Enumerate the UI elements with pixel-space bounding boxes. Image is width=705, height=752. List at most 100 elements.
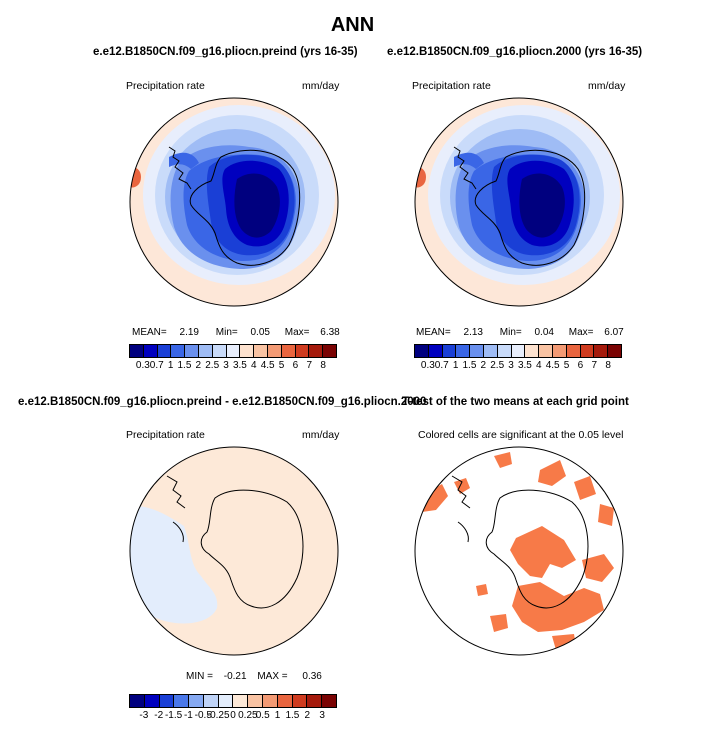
panel-tr-colorbar-swatch [539,345,553,357]
panel-bl-colorbar-swatch [159,695,175,707]
panel-bl-colorbar-tick-label: -0.25 [206,710,230,721]
panel-tl-colorbar-swatch [226,345,241,357]
panel-tr-min-label: Min= [499,327,522,338]
panel-tr-colorbar-tick-label: 3 [508,360,514,371]
panel-bl-colorbar-tick-label: -0.5 [194,710,212,721]
panel-br-subtitle: Colored cells are significant at the 0.0… [418,429,624,441]
panel-tl-min-label: Min= [215,327,238,338]
panel-bl-colorbar-swatch [322,695,336,707]
panel-tr-colorbar-swatch [497,345,512,357]
panel-tl-colorbar-swatch [240,345,255,357]
panel-tr-colorbar-tick-label: 2.5 [490,360,505,371]
panel-tl-colorbar-tick-label: 2 [195,360,202,371]
panel-tr-colorbar-swatch [608,345,621,357]
panel-tr-colorbar-tick-label: 1.5 [462,360,477,371]
panel-tr-variable-label: Precipitation rate [412,80,491,92]
panel-bl-max-label: MAX = [257,671,288,682]
panel-bl-colorbar-swatch [263,695,278,707]
panel-tl-colorbar-swatch [281,345,296,357]
panel-tl-colorbar [129,344,337,358]
panel-br-title: T-test of the two means at each grid poi… [402,396,629,408]
panel-br-map [414,446,624,656]
panel-tr-title: e.e12.B1850CN.f09_g16.pliocn.2000 (yrs 1… [387,46,643,58]
panel-bl-colorbar-tick-label: 0.5 [255,710,270,721]
panel-tl-max-value: 6.38 [320,327,340,338]
panel-bl-min-value: -0.21 [223,671,247,682]
panel-tr-colorbar-tick-label: 6 [577,360,584,371]
panel-bl-units-label: mm/day [302,429,340,441]
panel-bl-colorbar-tick-label: 1.5 [285,710,300,721]
panel-bl-colorbar-swatch [144,695,160,707]
panel-bl-colorbar-tick-label: 0 [230,710,236,721]
panel-tr-mean-label: MEAN= [416,327,451,338]
panel-bl-colorbar-tick-label: 3 [319,710,325,721]
panel-tl-variable-label: Precipitation rate [126,80,205,92]
panel-tl-colorbar-tick-label: 7 [306,360,313,371]
panel-tl-colorbar-swatch [254,345,268,357]
panel-tr-max-value: 6.07 [604,327,624,338]
panel-tr-colorbar-tick-label: 1 [452,360,459,371]
panel-bl-colorbar-swatch [174,695,190,707]
panel-tl-mean-value: 2.19 [179,327,199,338]
panel-bl-colorbar-tick-label: -2 [154,710,164,721]
panel-tr-colorbar-tick-label: 8 [605,360,611,371]
panel-tl-colorbar-tick-label: 6 [292,360,299,371]
panel-tl-max-label: Max= [284,327,310,338]
panel-tl-colorbar-tick-label: 3.5 [232,360,247,371]
panel-tr-colorbar-tick-label: 4.5 [545,360,560,371]
panel-bl-colorbar-swatch [248,695,264,707]
panel-tl-colorbar-tick-label: 4.5 [260,360,275,371]
panel-bl-colorbar-tick-label: -1.5 [164,710,183,721]
panel-tr-colorbar-swatch [566,345,581,357]
panel-tl-colorbar-tick-label: 0.3 [135,360,150,371]
panel-tl-colorbar-tick-label: 1.5 [177,360,192,371]
panel-tl-units-label: mm/day [302,80,340,92]
panel-tr-colorbar-swatch [483,345,498,357]
panel-tl-map [129,97,339,307]
panel-tr-map [414,97,624,307]
panel-tl-min-value: 0.05 [250,327,270,338]
panel-bl-variable-label: Precipitation rate [126,429,205,441]
panel-tl-colorbar-swatch [198,345,213,357]
panel-tl-colorbar-tick-label: 3 [223,360,229,371]
panel-tl-colorbar-swatch [130,345,144,357]
panel-tr-colorbar-tick-label: 3.5 [517,360,532,371]
panel-bl-max-value: 0.36 [302,671,322,682]
panel-tl-colorbar-tick-label: 5 [278,360,285,371]
panel-bl-colorbar [129,694,337,708]
panel-bl-colorbar-swatch [233,695,249,707]
panel-tr-colorbar-swatch [442,345,457,357]
panel-tl-colorbar-swatch [309,345,324,357]
panel-tl-colorbar-tick-label: 2.5 [205,360,220,371]
panel-tr-min-value: 0.04 [534,327,554,338]
panel-tr-colorbar-tick-label: 4 [536,360,542,371]
panel-tr-colorbar-swatch [470,345,484,357]
panel-tr-colorbar-tick-label: 0.3 [420,360,435,371]
panel-tr-colorbar-tick-label: 5 [563,360,570,371]
panel-tl-colorbar-swatch [212,345,227,357]
panel-bl-colorbar-tick-label: -1 [183,710,193,721]
panel-bl-colorbar-swatch [277,695,293,707]
panel-tr-units-label: mm/day [588,80,626,92]
panel-bl-colorbar-tick-label: 0.25 [238,710,258,721]
panel-tl-colorbar-swatch [171,345,186,357]
panel-tr-colorbar-tick-label: 2 [480,360,487,371]
panel-tl-colorbar-swatch [295,345,310,357]
panel-bl-colorbar-tick-label: 2 [304,710,311,721]
panel-tr-colorbar-tick-label: 0.7 [434,360,449,371]
panel-tr-colorbar-swatch [552,345,567,357]
panel-tl-colorbar-tick-label: 4 [251,360,257,371]
panel-tl-colorbar-swatch [185,345,199,357]
panel-tr-colorbar-swatch [525,345,540,357]
panel-bl-min-label: MIN = [186,671,213,682]
panel-tl-colorbar-tick-label: 1 [167,360,174,371]
panel-tr-colorbar-swatch [428,345,443,357]
panel-tr-colorbar-swatch [580,345,595,357]
panel-bl-colorbar-tick-label: 1 [274,710,281,721]
panel-bl-colorbar-swatch [218,695,234,707]
panel-tr-colorbar-swatch [594,345,609,357]
panel-tr-colorbar [414,344,622,358]
panel-bl-colorbar-swatch [130,695,145,707]
panel-bl-title: e.e12.B1850CN.f09_g16.pliocn.preind - e.… [18,396,427,408]
panel-tr-max-label: Max= [568,327,594,338]
